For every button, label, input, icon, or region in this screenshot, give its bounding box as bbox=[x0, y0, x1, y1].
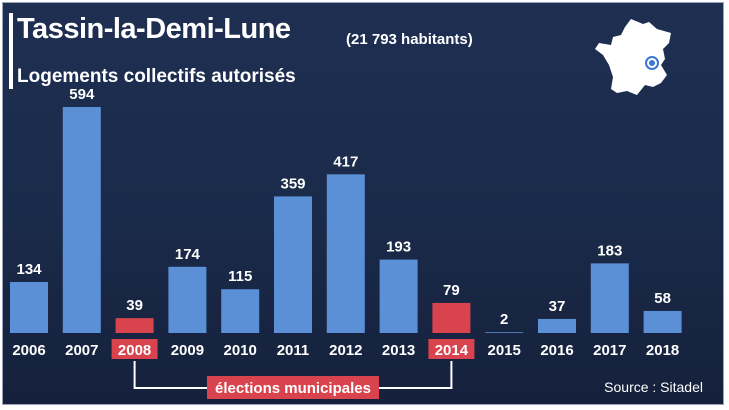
bar-2006 bbox=[10, 282, 48, 333]
bar-2007 bbox=[62, 107, 101, 333]
bar-2012 bbox=[326, 174, 365, 333]
value-label-2011: 359 bbox=[280, 175, 305, 192]
france-map-icon bbox=[595, 19, 671, 95]
value-label-2016: 37 bbox=[549, 298, 566, 315]
year-highlight-2008 bbox=[111, 339, 158, 359]
value-label-2008: 39 bbox=[126, 297, 143, 314]
population-label: (21 793 habitants) bbox=[346, 31, 473, 48]
bar-2014 bbox=[432, 302, 471, 333]
year-label-2015: 2015 bbox=[488, 342, 521, 359]
bar-2008 bbox=[115, 318, 154, 333]
bar-2013 bbox=[379, 259, 418, 333]
year-label-2009: 2009 bbox=[171, 342, 204, 359]
bar-chart: 134 2006 594 2007 39 2008 174 2009 115 2010 359 201… bbox=[10, 86, 682, 399]
year-label-2008: 2008 bbox=[118, 342, 151, 359]
year-label-2014: 2014 bbox=[435, 342, 469, 359]
year-label-2011: 2011 bbox=[277, 342, 310, 359]
value-label-2010: 115 bbox=[228, 268, 252, 285]
value-label-2009: 174 bbox=[175, 246, 201, 263]
value-label-2017: 183 bbox=[597, 242, 622, 259]
value-label-2013: 193 bbox=[386, 239, 411, 256]
bar-2010 bbox=[221, 289, 260, 333]
bar-2015 bbox=[485, 332, 524, 334]
bar-2009 bbox=[168, 266, 207, 333]
year-label-2010: 2010 bbox=[224, 342, 257, 359]
year-label-2018: 2018 bbox=[646, 342, 679, 359]
source-note: Source : Sitadel bbox=[604, 379, 703, 395]
year-label-2012: 2012 bbox=[329, 342, 362, 359]
france-shape bbox=[595, 19, 671, 95]
location-marker bbox=[645, 56, 659, 70]
year-label-2016: 2016 bbox=[540, 342, 573, 359]
year-label-2007: 2007 bbox=[65, 342, 98, 359]
year-label-2006: 2006 bbox=[12, 342, 45, 359]
bar-2011 bbox=[274, 196, 312, 333]
value-label-2014: 79 bbox=[443, 282, 460, 299]
location-dot bbox=[649, 60, 655, 66]
value-label-2007: 594 bbox=[69, 86, 95, 103]
page-title: Tassin-la-Demi-Lune bbox=[17, 13, 291, 45]
bar-2018 bbox=[643, 310, 682, 333]
year-label-2013: 2013 bbox=[382, 342, 415, 359]
value-label-2018: 58 bbox=[654, 290, 671, 307]
election-label-box bbox=[207, 376, 379, 399]
year-highlight-2014 bbox=[428, 339, 475, 359]
value-label-2012: 417 bbox=[333, 153, 358, 170]
value-label-2006: 134 bbox=[16, 261, 42, 278]
bar-2017 bbox=[590, 263, 629, 333]
value-label-2015: 2 bbox=[500, 311, 508, 328]
title-accent-bar bbox=[9, 13, 13, 89]
election-label: élections municipales bbox=[215, 380, 371, 397]
bar-2016 bbox=[538, 318, 576, 333]
chart-subtitle: Logements collectifs autorisés bbox=[17, 66, 296, 87]
chart-frame: Tassin-la-Demi-Lune (21 793 habitants) L… bbox=[2, 2, 724, 405]
year-label-2017: 2017 bbox=[593, 342, 626, 359]
